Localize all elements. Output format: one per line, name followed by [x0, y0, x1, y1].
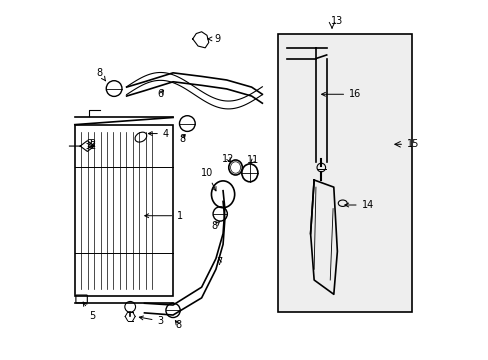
Text: 9: 9: [207, 34, 220, 44]
Bar: [278, 33, 411, 312]
Text: 2: 2: [86, 139, 92, 149]
Text: 4: 4: [148, 129, 169, 139]
Text: 13: 13: [330, 16, 343, 26]
Text: 2: 2: [89, 139, 95, 149]
Text: 1: 1: [144, 211, 183, 221]
Text: 8: 8: [175, 320, 181, 330]
Bar: [75, 125, 173, 296]
Text: 14: 14: [344, 200, 373, 210]
Text: 3: 3: [139, 316, 163, 326]
Text: 8: 8: [211, 221, 220, 231]
Text: 10: 10: [201, 168, 216, 191]
Text: 6: 6: [157, 89, 163, 99]
Text: 8: 8: [179, 134, 185, 144]
Text: 7: 7: [216, 257, 222, 267]
Text: 16: 16: [321, 89, 361, 99]
Text: 5: 5: [83, 302, 96, 321]
Polygon shape: [192, 32, 208, 48]
Text: 12: 12: [222, 154, 234, 163]
Text: 11: 11: [247, 156, 259, 165]
Text: 15: 15: [400, 139, 419, 149]
Text: 2: 2: [89, 141, 95, 151]
Text: 8: 8: [97, 68, 105, 81]
